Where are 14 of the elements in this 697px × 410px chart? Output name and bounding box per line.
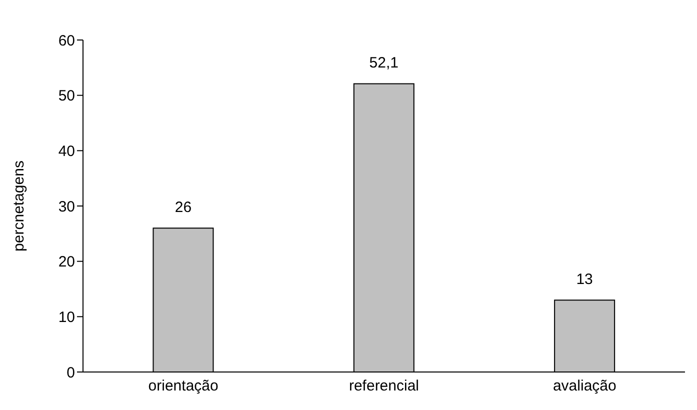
x-tick-label: orientação	[148, 378, 218, 395]
y-tick-label: 40	[58, 142, 75, 160]
x-tick-label: avaliação	[552, 378, 616, 395]
data-label: 26	[174, 199, 192, 216]
y-tick-label: 10	[58, 308, 75, 326]
y-tick-label: 0	[66, 364, 75, 382]
y-tick-label: 60	[58, 32, 75, 50]
data-label: 52,1	[369, 54, 398, 72]
y-tick-label: 50	[58, 88, 75, 105]
x-tick-label: referencial	[348, 378, 420, 395]
y-tick-label: 30	[58, 198, 75, 216]
y-tick-label: 20	[58, 254, 75, 271]
y-axis-title: percnetagens	[10, 160, 28, 252]
data-label: 13	[576, 271, 593, 288]
